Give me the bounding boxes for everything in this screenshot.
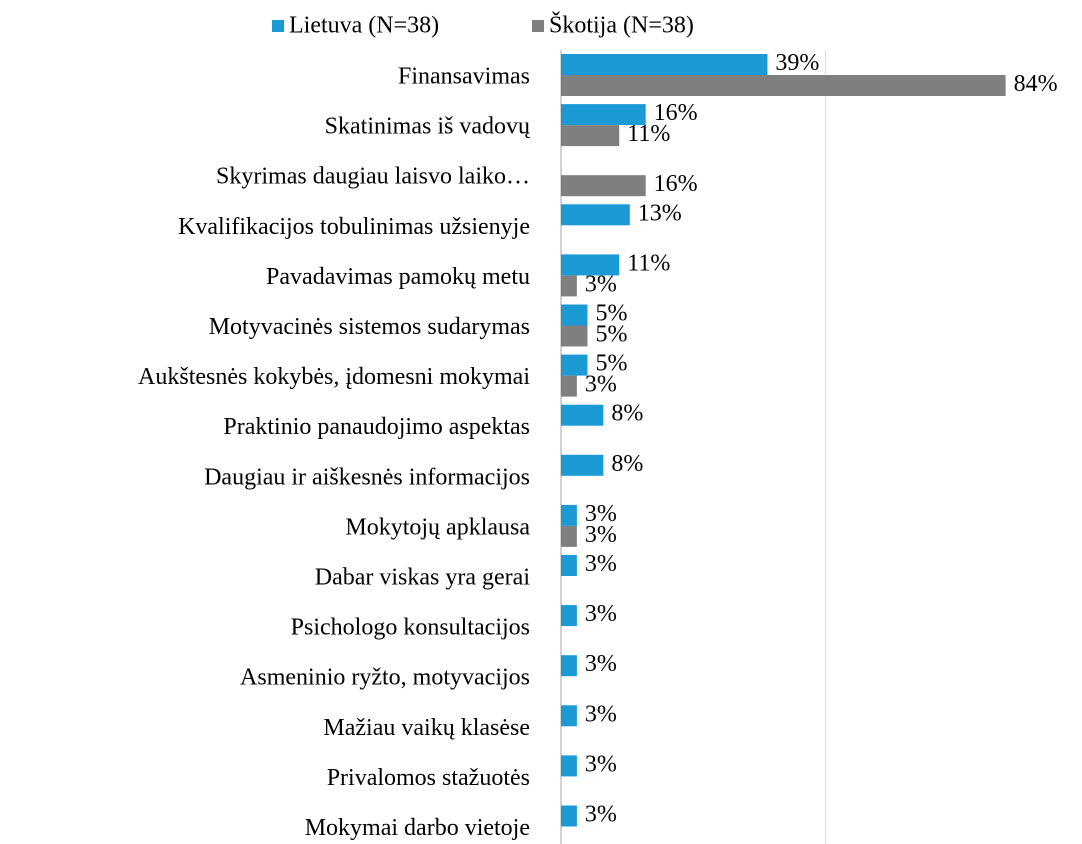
legend-label: Lietuva (N=38) (289, 13, 439, 39)
data-label: 3% (585, 601, 617, 627)
y-tick-label: Finansavimas (398, 64, 530, 90)
y-tick-label: Asmeninio ryžto, motyvacijos (240, 665, 530, 691)
bar (561, 555, 577, 576)
data-label: 11% (627, 250, 670, 276)
bar (561, 354, 588, 376)
data-label: 8% (611, 401, 643, 427)
legend-label: Škotija (N=38) (549, 12, 694, 39)
y-tick-label: Skatinimas iš vadovų (325, 114, 531, 140)
bar (561, 254, 620, 276)
data-label: 3% (585, 802, 617, 828)
y-tick-label: Kvalifikacijos tobulinimas užsienyje (178, 214, 530, 240)
data-label: 84% (1014, 71, 1058, 97)
data-label: 3% (585, 372, 617, 398)
legend-swatch (532, 20, 544, 32)
bar (561, 104, 646, 126)
data-label: 3% (585, 701, 617, 727)
bar (561, 605, 577, 627)
data-label: 16% (654, 100, 698, 126)
bar (561, 275, 577, 297)
bar (561, 525, 577, 547)
bar (561, 204, 630, 226)
bar (561, 75, 1006, 96)
bar (561, 705, 577, 727)
y-tick-label: Mokymai darbo vietoje (305, 815, 530, 841)
y-tick-label: Dabar viskas yra gerai (315, 565, 531, 591)
y-tick-label: Daugiau ir aiškesnės informacijos (204, 464, 530, 490)
data-label: 8% (611, 451, 643, 477)
data-label: 3% (585, 551, 617, 577)
y-tick-label: Motyvacinės sistemos sudarymas (209, 314, 530, 340)
bar (561, 175, 646, 197)
bar (561, 304, 588, 326)
y-tick-label: Aukštesnės kokybės, įdomesni mokymai (138, 364, 530, 390)
data-label: 16% (654, 171, 698, 197)
bar (561, 125, 620, 147)
bar (561, 454, 604, 476)
data-label: 3% (585, 522, 617, 548)
bar (561, 805, 577, 827)
data-label: 3% (585, 501, 617, 527)
bar (561, 504, 577, 526)
y-tick-label: Psichologo konsultacijos (291, 615, 530, 641)
data-label: 5% (595, 351, 627, 377)
y-tick-label: Mažiau vaikų klasėse (323, 715, 530, 741)
bar (561, 54, 768, 75)
data-label: 13% (638, 200, 682, 226)
data-label: 3% (585, 651, 617, 677)
data-label: 5% (595, 322, 627, 348)
data-label: 5% (595, 301, 627, 327)
data-label: 39% (775, 50, 819, 76)
bar (561, 325, 588, 347)
bar (561, 404, 604, 426)
y-tick-label: Praktinio panaudojimo aspektas (223, 414, 530, 440)
y-tick-label: Pavadavimas pamokų metu (266, 264, 530, 290)
bar (561, 755, 577, 777)
data-label: 11% (627, 121, 670, 147)
bar (561, 375, 577, 397)
data-label: 3% (585, 751, 617, 777)
bar (561, 655, 577, 677)
y-tick-label: Privalomos stažuotės (327, 765, 530, 791)
data-label: 3% (585, 271, 617, 297)
legend-swatch (272, 20, 284, 32)
y-tick-label: Skyrimas daugiau laisvo laiko… (216, 164, 530, 190)
y-tick-label: Mokytojų apklausa (345, 514, 530, 540)
